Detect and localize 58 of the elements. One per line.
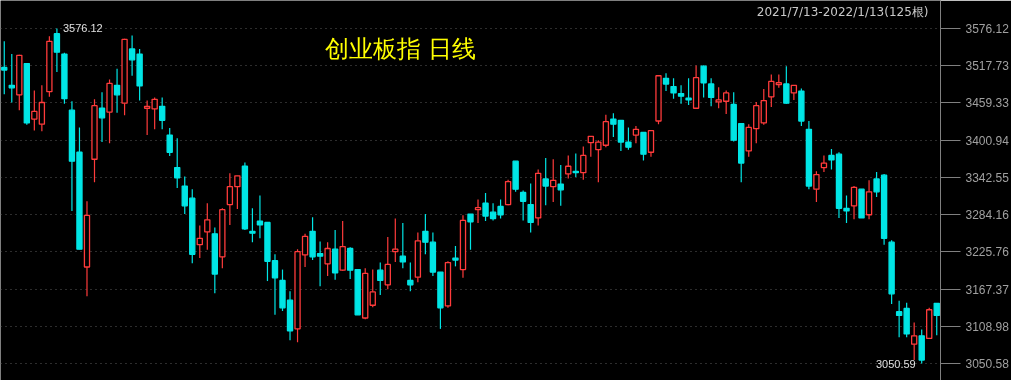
text: 创业板指 日线 xyxy=(324,34,477,63)
y-tick-label: 3167.37 xyxy=(965,282,1010,297)
candlestick xyxy=(700,64,707,99)
candlestick xyxy=(865,179,873,220)
candlestick xyxy=(504,179,512,206)
candlestick xyxy=(339,220,346,272)
candlestick xyxy=(662,72,670,92)
candlestick xyxy=(369,268,376,308)
y-tick-label: 3225.76 xyxy=(965,245,1010,260)
candlestick xyxy=(324,241,331,277)
candlestick xyxy=(1,40,8,95)
candlestick xyxy=(685,77,692,106)
candlestick xyxy=(670,77,677,100)
candlestick xyxy=(384,236,391,290)
candlestick xyxy=(542,157,549,206)
candlestick xyxy=(677,84,685,105)
candlestick xyxy=(452,245,459,267)
candlestick xyxy=(249,207,256,243)
candlestick xyxy=(158,96,166,130)
candlestick xyxy=(813,170,820,203)
candlestick xyxy=(174,137,181,189)
candlestick xyxy=(392,217,399,263)
candlestick xyxy=(910,321,918,361)
candlestick xyxy=(820,154,828,173)
candlestick xyxy=(760,88,767,126)
candlestick xyxy=(204,202,211,251)
candlestick xyxy=(519,189,527,222)
candlestick xyxy=(632,125,640,144)
candlestick xyxy=(377,261,384,296)
candlestick xyxy=(53,27,61,73)
candlestick xyxy=(933,302,940,336)
y-tick-label: 3108.98 xyxy=(965,319,1010,334)
y-tick-label: 3517.73 xyxy=(965,59,1010,74)
candlestick xyxy=(113,68,121,114)
candlestick xyxy=(557,164,564,207)
y-tick-label: 3576.12 xyxy=(965,21,1010,36)
candlestick xyxy=(407,261,414,292)
y-tick-label: 3400.94 xyxy=(965,133,1010,148)
candlestick xyxy=(474,198,482,224)
candlestick xyxy=(467,213,474,251)
candlestick xyxy=(331,229,339,281)
y-tick-label: 3050.58 xyxy=(965,357,1010,372)
candlestick xyxy=(783,65,790,105)
candlestick xyxy=(527,182,534,234)
annotation: 3050.59 xyxy=(875,357,916,370)
candlestick xyxy=(640,131,647,162)
candlestick xyxy=(647,129,655,158)
candlestick xyxy=(166,127,173,157)
candlestick xyxy=(707,77,715,107)
candlestick xyxy=(565,154,572,179)
candlestick xyxy=(399,222,407,269)
annotation: 2021/7/13-2022/1/13(125根) xyxy=(756,4,929,19)
candlestick xyxy=(850,185,858,220)
y-tick-label: 3342.55 xyxy=(965,170,1010,185)
y-tick-label: 3284.16 xyxy=(965,208,1010,223)
candlestick xyxy=(580,145,587,181)
y-tick-label: 3459.33 xyxy=(965,96,1010,111)
annotation: 3576.12 xyxy=(62,22,103,35)
